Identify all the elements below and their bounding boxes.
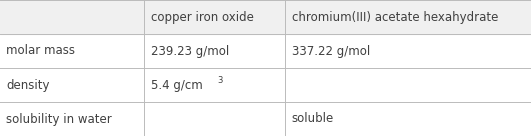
Text: 239.23 g/mol: 239.23 g/mol xyxy=(151,44,229,58)
Text: 5.4 g/cm: 5.4 g/cm xyxy=(151,78,202,92)
Text: 3: 3 xyxy=(218,76,223,85)
Text: 337.22 g/mol: 337.22 g/mol xyxy=(292,44,370,58)
Text: chromium(III) acetate hexahydrate: chromium(III) acetate hexahydrate xyxy=(292,10,498,24)
Text: copper iron oxide: copper iron oxide xyxy=(151,10,254,24)
Bar xyxy=(0,0,531,34)
Text: solubility in water: solubility in water xyxy=(6,112,112,126)
Text: density: density xyxy=(6,78,50,92)
Text: soluble: soluble xyxy=(292,112,334,126)
Text: molar mass: molar mass xyxy=(6,44,75,58)
